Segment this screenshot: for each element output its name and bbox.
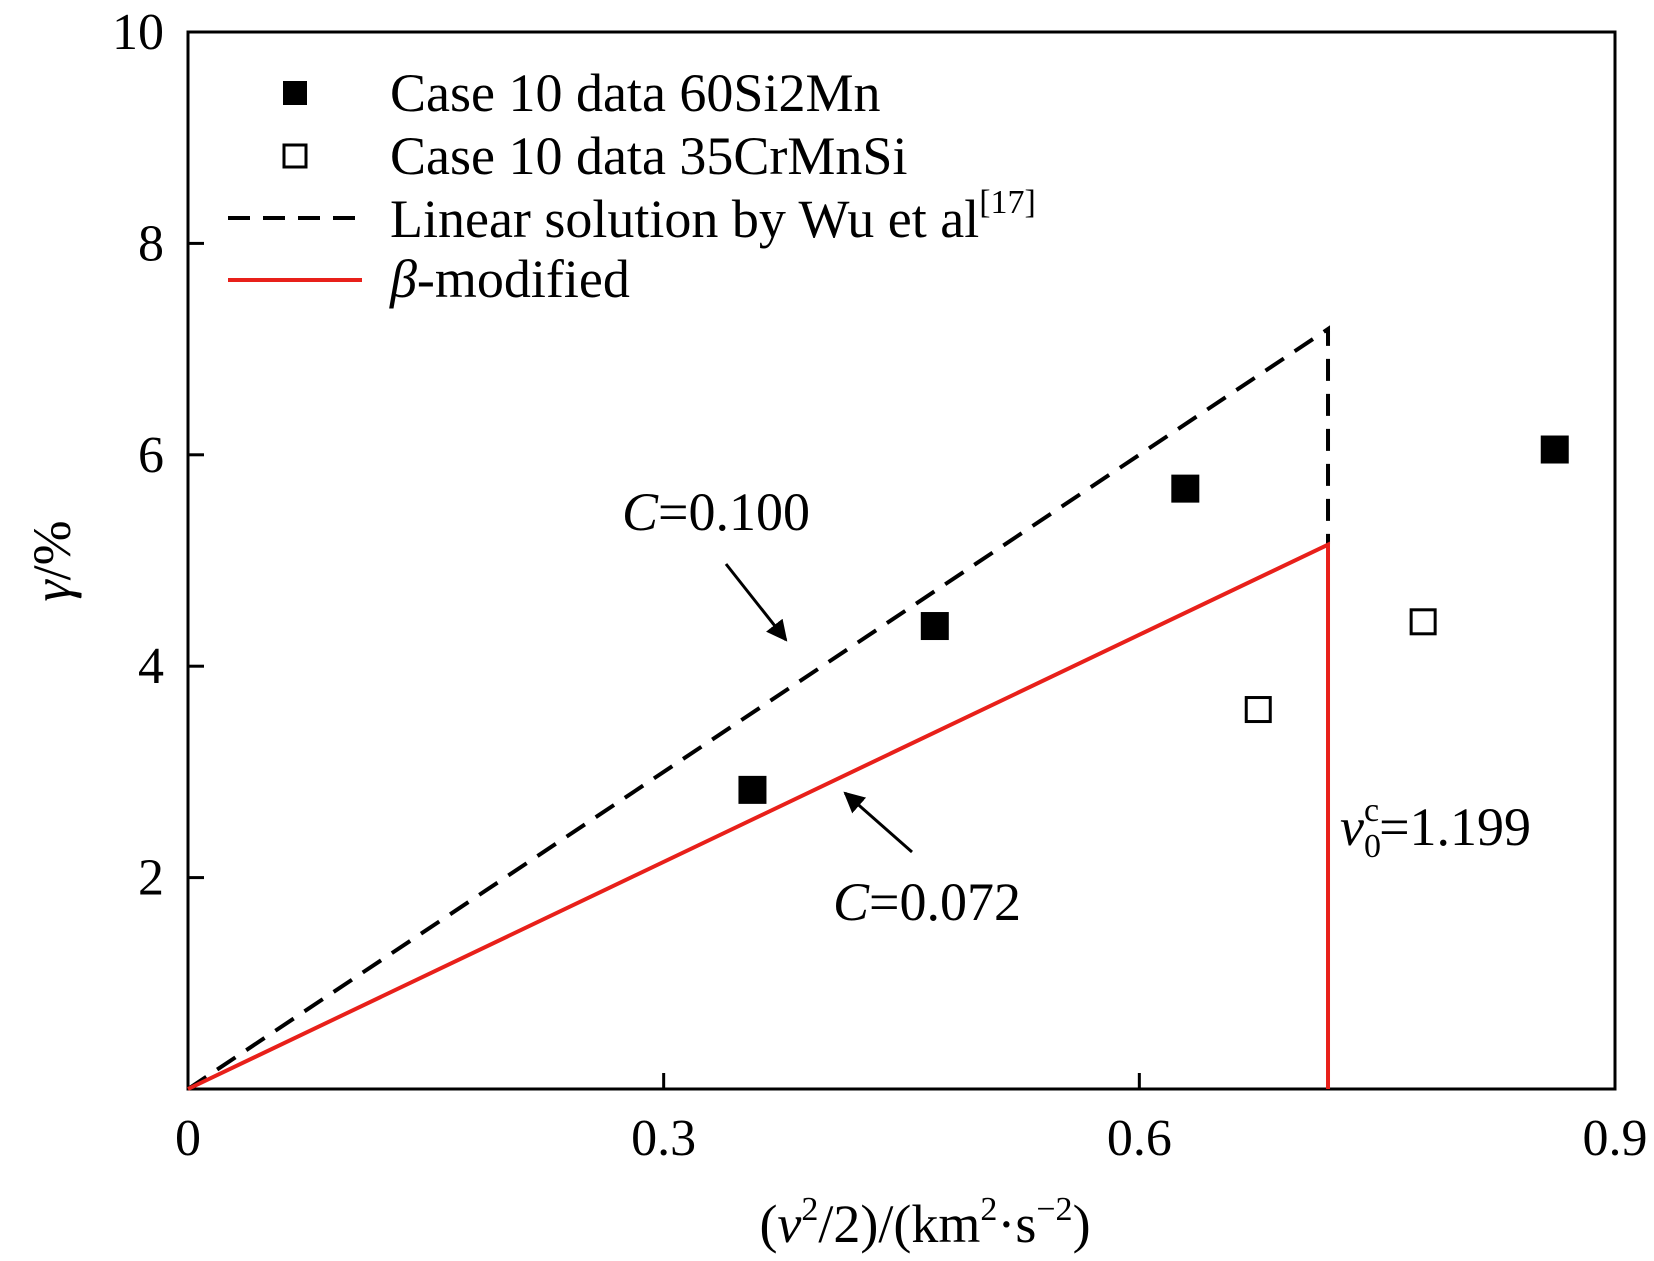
series-points bbox=[738, 435, 1569, 804]
series-lines bbox=[186, 325, 1331, 1091]
legend-item-60si2mn: Case 10 data 60Si2Mn bbox=[283, 63, 880, 123]
arrow-icon bbox=[724, 563, 788, 642]
y-tick-label: 6 bbox=[138, 427, 164, 484]
annotation-critical-velocity-label: v0c=1.199 bbox=[1340, 792, 1531, 865]
data-point-35crmnsi bbox=[1244, 696, 1272, 724]
annotation-critical-velocity: v0c=1.199 bbox=[1340, 792, 1531, 865]
tick-labels: 0 0.3 0.6 0.9 2 4 6 8 10 bbox=[112, 4, 1648, 1167]
linear-solution-line bbox=[186, 325, 1331, 1091]
x-axis-label: (v2/2)/(km2·s−2) bbox=[759, 1191, 1090, 1254]
legend: Case 10 data 60Si2Mn Case 10 data 35CrMn… bbox=[228, 63, 1036, 309]
data-point-60si2mn bbox=[738, 775, 767, 804]
y-axis-label: γ/% bbox=[22, 520, 82, 601]
x-tick-label: 0.9 bbox=[1583, 1110, 1648, 1167]
legend-label-linear-solution: Linear solution by Wu et al[17] bbox=[390, 184, 1036, 249]
legend-item-linear-solution: Linear solution by Wu et al[17] bbox=[228, 184, 1036, 249]
filled-square-marker-icon bbox=[283, 81, 307, 105]
beta-modified-line bbox=[187, 541, 1331, 1091]
y-tick-label: 2 bbox=[138, 850, 164, 907]
annotation-c-0072-label: C=0.072 bbox=[833, 872, 1021, 932]
y-tick-label: 8 bbox=[138, 215, 164, 272]
legend-label-beta-modified: β-modified bbox=[389, 249, 630, 309]
data-point-35crmnsi bbox=[1409, 608, 1437, 636]
x-tick-label: 0.6 bbox=[1107, 1110, 1172, 1167]
legend-item-beta-modified: β-modified bbox=[228, 249, 630, 309]
y-tick-label: 4 bbox=[138, 638, 164, 695]
data-point-60si2mn bbox=[920, 612, 949, 641]
data-point-60si2mn bbox=[1540, 435, 1569, 464]
legend-label-35crmnsi: Case 10 data 35CrMnSi bbox=[390, 126, 907, 186]
legend-label-60si2mn: Case 10 data 60Si2Mn bbox=[390, 63, 880, 123]
x-tick-label: 0.3 bbox=[631, 1110, 696, 1167]
arrow-icon bbox=[843, 791, 913, 854]
axis-ticks bbox=[188, 241, 1141, 1089]
x-tick-label: 0 bbox=[175, 1110, 201, 1167]
y-tick-label: 10 bbox=[112, 4, 164, 61]
plot-frame bbox=[186, 30, 1617, 1091]
open-square-marker-icon bbox=[282, 143, 308, 169]
annotation-c-0072: C=0.072 bbox=[833, 791, 1021, 932]
data-point-60si2mn bbox=[1171, 474, 1200, 503]
annotation-c-0100-label: C=0.100 bbox=[622, 482, 810, 542]
annotation-c-0100: C=0.100 bbox=[622, 482, 810, 642]
legend-item-35crmnsi: Case 10 data 35CrMnSi bbox=[282, 126, 907, 186]
